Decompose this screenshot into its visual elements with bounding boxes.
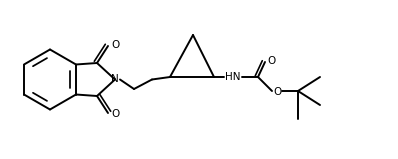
Text: N: N	[111, 75, 119, 84]
Text: O: O	[111, 109, 119, 119]
Text: O: O	[273, 87, 281, 97]
Text: O: O	[268, 56, 276, 66]
Text: O: O	[111, 40, 119, 50]
Text: HN: HN	[225, 72, 241, 82]
